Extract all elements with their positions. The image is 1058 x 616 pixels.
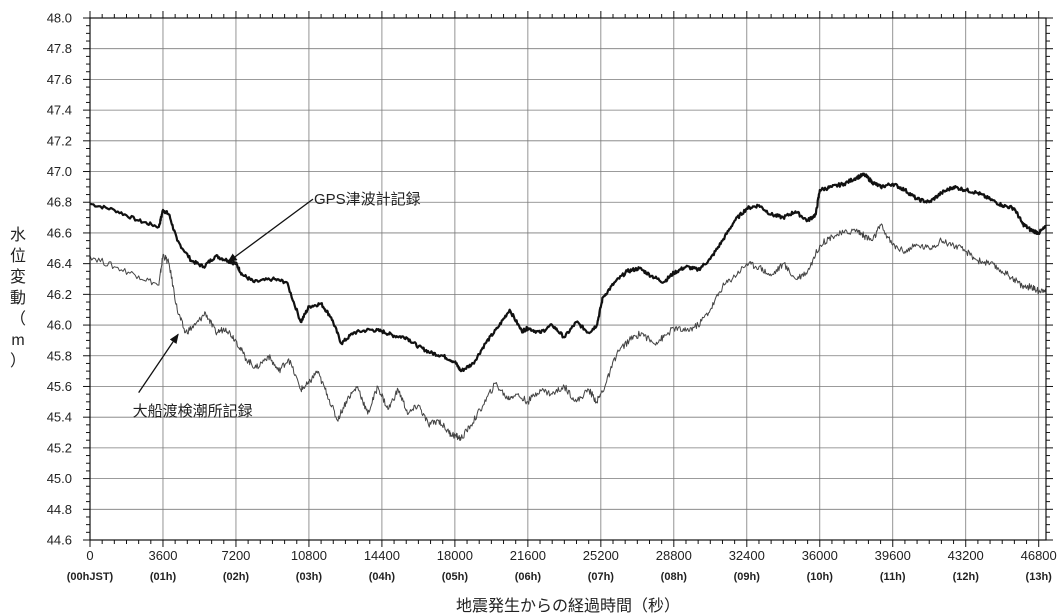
x-axis-title: 地震発生からの経過時間（秒） [456,597,680,615]
y-tick-label: 47.2 [47,133,72,148]
x-tick-hour-label: (01h) [150,571,177,583]
ofunato-arrow [138,333,179,393]
y-tick-label: 47.8 [47,41,72,56]
y-tick-label: 44.8 [47,502,72,517]
x-tick-hour-label: (00hJST) [67,571,114,583]
y-axis-title-char: 位 [10,247,26,265]
grid-lines [90,18,1046,540]
y-axis-title-char: 動 [10,289,26,307]
x-tick-label: 36000 [802,548,838,563]
y-tick-label: 46.8 [47,195,72,210]
gps-arrow [227,198,314,263]
x-tick-hour-label: (02h) [223,571,250,583]
x-tick-label: 18000 [437,548,473,563]
y-tick-label: 45.0 [47,471,72,486]
x-tick-label: 28800 [656,548,692,563]
ofunato-annotation: 大船渡検潮所記録 [133,403,253,420]
x-tick-hour-label: (08h) [661,571,688,583]
x-tick-hour-label: (06h) [515,571,542,583]
x-tick-hour-label: (03h) [296,571,323,583]
x-tick-label: 25200 [583,548,619,563]
x-tick-label: 21600 [510,548,546,563]
axis-ticks [83,11,1053,547]
y-tick-label: 45.8 [47,348,72,363]
x-tick-label: 14400 [364,548,400,563]
x-tick-label: 39600 [875,548,911,563]
x-tick-hour-label: (04h) [369,571,396,583]
x-tick-label: 3600 [149,548,178,563]
y-axis-title-char: ） [10,352,26,370]
y-tick-label: 44.6 [47,533,72,548]
x-tick-label: 7200 [221,548,250,563]
y-tick-label: 46.0 [47,318,72,333]
x-tick-labels: 0 (00hJST) 3600 (01h) 7200 (02h) 10800 (03h) 144… [67,548,1057,583]
y-tick-label: 45.2 [47,440,72,455]
series-line-gps [89,172,1047,373]
y-axis-title-char: m [11,332,24,349]
x-tick-hour-label: (10h) [807,571,834,583]
series-layer [89,172,1047,441]
y-tick-label: 46.2 [47,287,72,302]
y-tick-label: 46.6 [47,225,72,240]
x-tick-hour-label: (12h) [953,571,980,583]
y-tick-labels: 48.0 47.8 47.6 47.4 47.2 47.0 46.8 46.6 46.4 46.2… [47,11,72,548]
y-tick-label: 46.4 [47,256,72,271]
x-tick-label: 10800 [291,548,327,563]
x-tick-label: 43200 [948,548,984,563]
y-axis-title-char: 変 [10,268,26,286]
x-tick-hour-label: (11h) [880,571,906,583]
x-tick-label: 32400 [729,548,765,563]
x-tick-hour-label: (09h) [734,571,761,583]
y-tick-label: 47.6 [47,72,72,87]
x-tick-label: 0 [86,548,93,563]
x-tick-hour-label: (05h) [442,571,469,583]
x-tick-hour-label: (07h) [588,571,615,583]
x-tick-hour-label: (13h) [1026,571,1053,583]
y-tick-label: 48.0 [47,11,72,26]
y-tick-label: 47.4 [47,103,72,118]
y-axis-title-char: （ [10,310,26,328]
y-tick-label: 47.0 [47,164,72,179]
series-line-ofunato [89,223,1047,441]
y-tick-label: 45.6 [47,379,72,394]
x-tick-label: 46800 [1021,548,1057,563]
y-axis-title-char: 水 [10,226,26,244]
y-tick-label: 45.4 [47,410,72,425]
gps-annotation: GPS津波計記録 [314,191,421,208]
plot-frame [89,17,1047,541]
